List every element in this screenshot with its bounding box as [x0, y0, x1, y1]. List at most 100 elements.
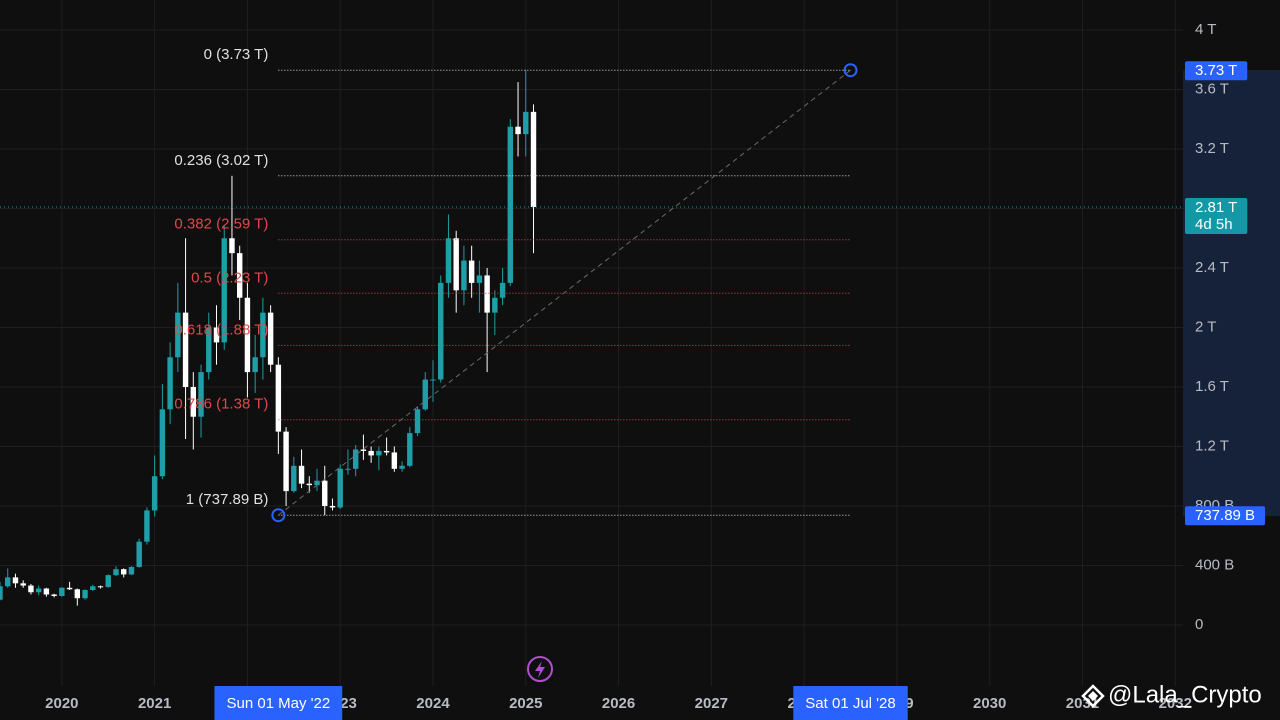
- x-tick-label: 2024: [416, 695, 450, 712]
- candle-body: [136, 541, 142, 567]
- x-tick-label: 2025: [509, 695, 542, 712]
- candle-body: [407, 433, 413, 466]
- x-tick-label: 2026: [602, 695, 635, 712]
- x-tick-label: 2030: [973, 695, 1006, 712]
- candle-body: [206, 327, 212, 373]
- price-label: 3.73 T: [1195, 62, 1237, 79]
- candle-body: [151, 476, 158, 511]
- candle-body: [90, 586, 96, 591]
- candle-body: [283, 431, 289, 492]
- candle-body: [229, 238, 235, 254]
- candle-body: [337, 468, 343, 508]
- candle-body: [352, 449, 359, 469]
- y-tick-label: 1.6 T: [1195, 378, 1229, 395]
- candle-body: [306, 483, 312, 486]
- candle-body: [484, 275, 490, 313]
- candle-body: [167, 357, 173, 410]
- y-tick-label: 2.4 T: [1195, 259, 1229, 276]
- candle-body: [121, 569, 127, 575]
- fib-level-label: 0.382 (2.59 T): [174, 216, 268, 233]
- watermark-icon: [1081, 684, 1105, 708]
- candle-body: [438, 282, 444, 380]
- grid: [0, 0, 1183, 686]
- price-countdown: 4d 5h: [1195, 216, 1233, 233]
- price-label-box: [1185, 506, 1266, 526]
- candle-body: [113, 569, 119, 576]
- x-tick-label: 2020: [45, 695, 78, 712]
- candle-body: [476, 275, 483, 283]
- time-label-box: [214, 686, 343, 720]
- candle-body: [252, 357, 258, 373]
- candle-body: [492, 297, 498, 313]
- fib-level-label: 0 (3.73 T): [204, 46, 269, 63]
- candle-body: [314, 480, 320, 486]
- candle-body: [360, 449, 367, 451]
- candle-body: [329, 505, 336, 508]
- candle-body: [105, 575, 111, 588]
- candle-body: [182, 312, 189, 387]
- candle-body: [515, 126, 521, 135]
- candle-body: [66, 587, 73, 590]
- fib-level-label: 0.236 (3.02 T): [174, 152, 268, 169]
- watermark: @Lala_Crypto: [1108, 681, 1262, 708]
- candle-body: [275, 364, 282, 432]
- candle-body: [97, 586, 104, 588]
- y-tick-label: 0: [1195, 616, 1203, 633]
- x-tick-label: 2027: [695, 695, 728, 712]
- candle-body: [190, 386, 197, 417]
- candle-body: [461, 260, 467, 291]
- candle-body: [221, 238, 227, 343]
- fib-anchor: [271, 508, 286, 523]
- candle-body: [213, 327, 220, 343]
- alert-icon[interactable]: [527, 656, 553, 682]
- candle-body: [28, 585, 34, 593]
- candle-body: [74, 589, 81, 599]
- price-label: 737.89 B: [1195, 507, 1255, 524]
- candle-body: [236, 253, 243, 298]
- price-label-box: [1185, 198, 1248, 235]
- candle-body: [499, 282, 506, 298]
- candle-body: [20, 583, 26, 586]
- x-tick-label: 2021: [138, 695, 171, 712]
- candle-body: [5, 577, 11, 587]
- y-tick-label: 2 T: [1195, 318, 1216, 335]
- candle-body: [51, 594, 57, 596]
- candle-body: [244, 297, 251, 373]
- candle-body: [453, 238, 459, 291]
- time-label-box: [793, 686, 908, 720]
- candle-body: [298, 465, 305, 484]
- candle-body: [414, 409, 421, 434]
- candle-body: [399, 465, 405, 469]
- candle-body: [159, 409, 166, 477]
- y-tick-label: 4 T: [1195, 21, 1216, 38]
- candle-body: [430, 379, 436, 381]
- candle-body: [198, 372, 204, 417]
- candle-body: [445, 238, 452, 283]
- candle-body: [267, 312, 274, 365]
- candle-body: [35, 588, 42, 593]
- x-tick-label: 2032: [1159, 695, 1192, 712]
- candle-body: [82, 590, 88, 599]
- y-tick-label: 3.6 T: [1195, 81, 1229, 98]
- candle-body: [59, 587, 65, 596]
- x-tick-label: 2031: [1066, 695, 1099, 712]
- candle-body: [391, 452, 398, 469]
- candle-body: [12, 577, 19, 584]
- candle-body: [345, 468, 351, 470]
- candle-body: [422, 379, 428, 410]
- y-tick-label: 1.2 T: [1195, 437, 1229, 454]
- y-tick-label: 400 B: [1195, 556, 1234, 573]
- candle-body: [291, 465, 297, 492]
- candle-body: [144, 510, 150, 542]
- candle-body: [368, 450, 374, 456]
- fib-level-label: 0.5 (2.23 T): [191, 269, 268, 286]
- candle-body: [530, 111, 537, 208]
- candle-body: [175, 312, 181, 358]
- candle-body: [507, 126, 514, 283]
- fib-trend-line: [278, 69, 851, 516]
- fib-level-label: 1 (737.89 B): [186, 491, 269, 508]
